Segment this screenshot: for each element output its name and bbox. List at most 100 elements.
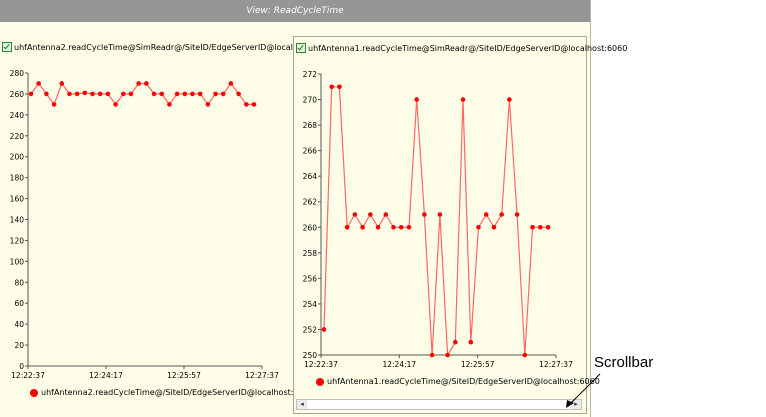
chart-panel-antenna2[interactable]: uhfAntenna2.readCycleTime@SimReadr@/Site… [0,36,333,414]
y-tick-label: 80 [14,278,24,287]
y-tick-label: 20 [14,341,24,350]
data-point [483,212,489,217]
data-point [97,91,103,97]
data-point [182,91,188,97]
data-point [236,91,241,97]
y-tick-label: 260 [10,90,25,99]
y-tick-label: 262 [303,198,318,207]
data-point [476,224,481,230]
chart-panel-antenna1[interactable]: uhfAntenna1.readCycleTime@SimReadr@/Site… [293,36,627,414]
data-point [437,212,443,217]
data-point [136,81,141,86]
data-point [82,90,88,96]
horizontal-scrollbar[interactable]: ◂ ▸ [296,399,582,410]
checkbox-icon[interactable] [296,43,306,53]
data-point [445,352,450,358]
data-point [406,224,412,230]
data-point [205,102,211,107]
data-point [507,97,512,102]
x-tick-label: 12:24:17 [89,371,123,380]
y-tick-label: 180 [10,174,25,183]
y-tick-label: 260 [303,223,318,232]
y-tick-label: 100 [10,257,25,266]
data-point [391,224,396,230]
data-point [453,339,458,345]
y-tick-label: 270 [303,96,318,105]
data-point [144,81,149,86]
y-tick-label: 272 [303,70,318,79]
data-point [159,91,165,97]
line-chart-antenna1: 250 252 254 256 258 260 262 264 266 268 270 272 12:2… [303,70,573,369]
x-tick-label: 12:22:37 [11,371,45,380]
data-point [90,91,95,97]
data-point [74,91,80,97]
data-point [197,91,203,97]
y-tick-label: 140 [10,216,25,225]
data-point [537,224,543,230]
data-point [422,212,427,217]
legend-label: uhfAntenna1.readCycleTime@/SiteID/EdgeSe… [327,377,600,386]
y-tick-label: 256 [303,274,318,283]
y-tick-label: 266 [303,147,318,156]
scrollbar-thumb[interactable] [308,400,498,409]
data-point [429,352,435,358]
data-point [398,224,404,230]
chart-legend: uhfAntenna1.readCycleTime@/SiteID/EdgeSe… [316,377,600,386]
data-point [329,84,335,90]
chart-legend: uhfAntenna2.readCycleTime@/SiteID/EdgeSe… [30,388,314,397]
data-point [522,352,528,358]
data-point [499,212,504,217]
y-tick-label: 160 [10,195,25,204]
view-title: View: ReadCycleTime [0,0,590,22]
data-point [360,224,365,230]
data-point [352,212,358,217]
panel-header: uhfAntenna2.readCycleTime@SimReadr@/Site… [2,40,333,54]
legend-marker-icon [30,388,38,397]
data-point [220,91,226,97]
data-point [213,91,218,97]
y-tick-label: 280 [10,69,25,78]
data-point [67,91,72,97]
y-tick-label: 200 [10,153,25,162]
data-point [36,81,41,86]
y-tick-label: 258 [303,249,318,258]
data-point [321,327,327,332]
data-point [468,339,474,345]
y-tick-label: 268 [303,121,318,130]
x-tick-label: 12:25:57 [167,371,201,380]
panel-header-label: uhfAntenna1.readCycleTime@SimReadr@/Site… [308,43,628,53]
data-point [514,212,520,217]
data-point [228,81,234,86]
data-point [51,102,57,107]
data-point [545,224,551,230]
y-tick-label: 250 [303,351,318,360]
series-line [323,86,548,357]
scroll-left-arrow-icon[interactable]: ◂ [297,400,307,409]
data-point [383,212,389,217]
scrollbar-callout-label: Scrollbar [594,354,654,371]
panel-header-label: uhfAntenna2.readCycleTime@SimReadr@/Site… [14,42,334,52]
line-chart-antenna2: 0 20 40 60 80 100 120 140 160 180 200 220 240 260 280 1… [10,69,279,380]
x-tick-label: 12:27:37 [539,360,573,369]
data-point [375,224,381,230]
y-tick-label: 254 [303,300,318,309]
series-line [30,82,254,106]
checkbox-icon[interactable] [2,42,12,52]
data-point [368,212,373,217]
data-point [174,91,180,97]
data-point [113,102,118,107]
y-tick-label: 240 [10,111,25,120]
y-tick-label: 0 [19,362,24,371]
y-tick-label: 60 [14,299,24,308]
y-tick-label: 220 [10,132,25,141]
data-point [190,91,195,97]
y-tick-label: 120 [10,236,25,245]
y-tick-label: 252 [303,325,318,334]
y-tick-label: 40 [14,320,24,329]
data-point [530,224,535,230]
scroll-right-arrow-icon[interactable]: ▸ [571,400,581,409]
data-point [167,102,172,107]
view-window: View: ReadCycleTime uhfAntenna2.readCycl… [0,0,591,417]
data-point [128,91,134,97]
data-point [151,91,157,97]
